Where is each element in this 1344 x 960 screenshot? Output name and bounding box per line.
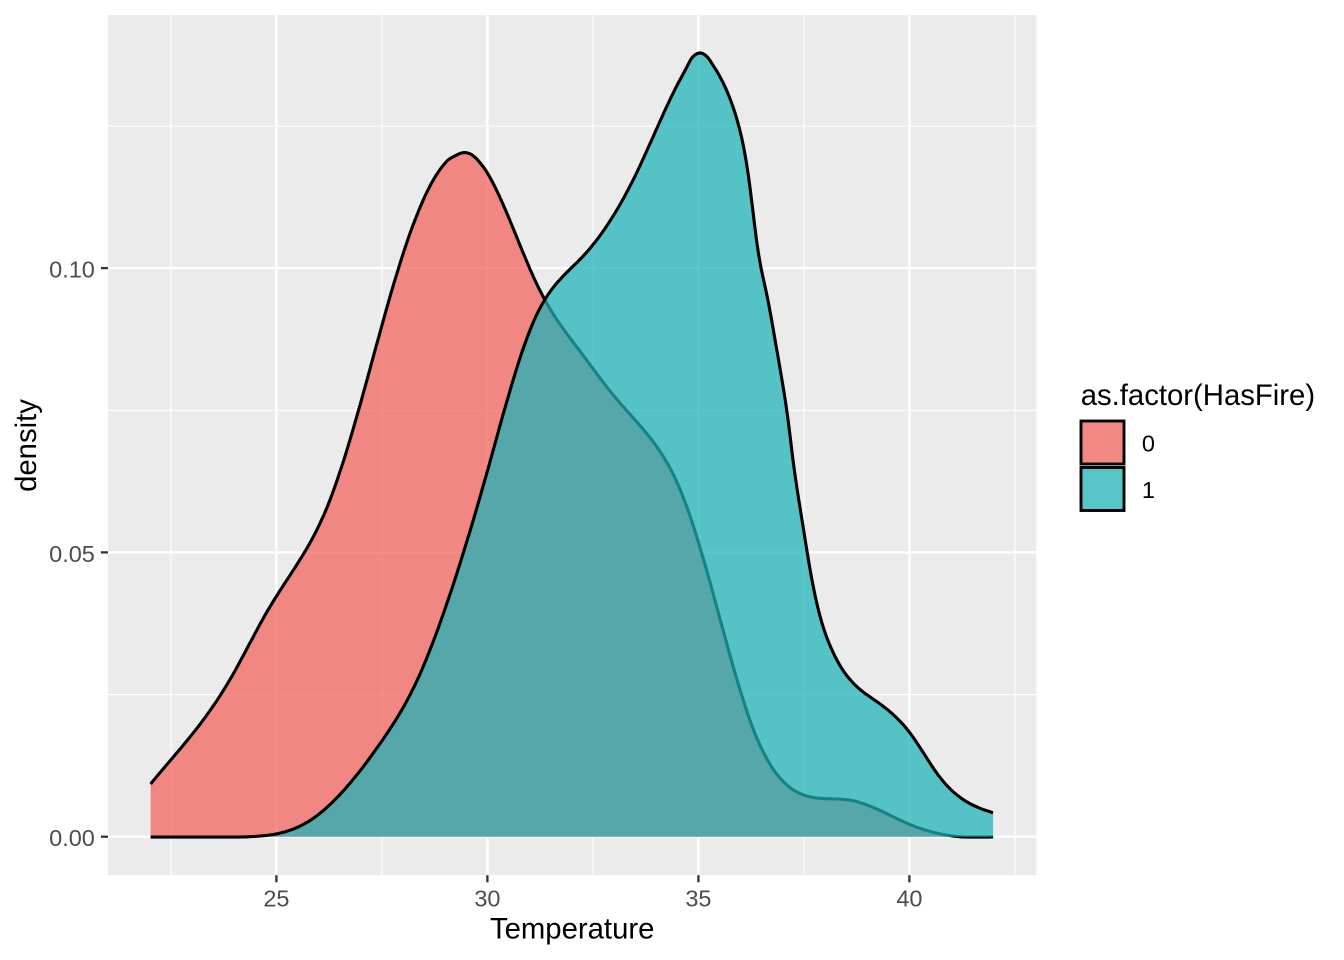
svg-text:density: density — [10, 399, 43, 492]
svg-text:30: 30 — [474, 886, 500, 912]
svg-text:35: 35 — [685, 886, 711, 912]
svg-text:0.05: 0.05 — [49, 541, 95, 567]
svg-text:0: 0 — [1142, 431, 1155, 457]
svg-text:1: 1 — [1142, 477, 1155, 503]
svg-text:25: 25 — [263, 886, 289, 912]
svg-text:0.10: 0.10 — [49, 257, 95, 283]
svg-text:Temperature: Temperature — [490, 913, 654, 946]
svg-text:40: 40 — [896, 886, 922, 912]
svg-text:0.00: 0.00 — [49, 825, 95, 851]
svg-text:as.factor(HasFire): as.factor(HasFire) — [1081, 379, 1315, 412]
